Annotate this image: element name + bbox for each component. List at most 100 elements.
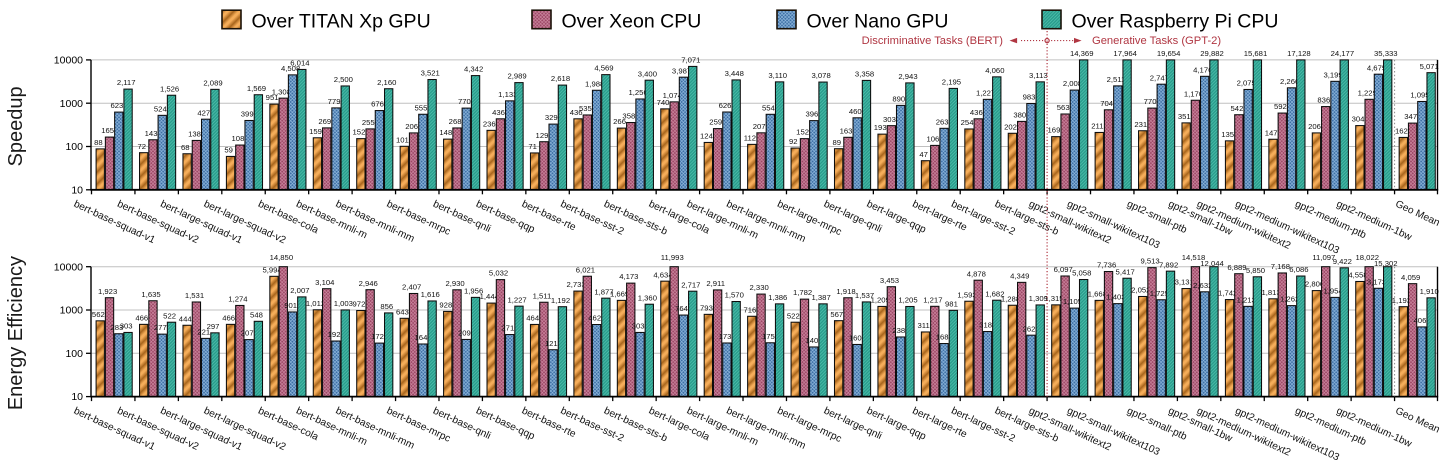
svg-text:15,681: 15,681 <box>1244 49 1268 58</box>
svg-text:2,946: 2,946 <box>359 279 378 288</box>
svg-text:1,095: 1,095 <box>1410 91 1429 100</box>
svg-text:464: 464 <box>526 314 540 323</box>
svg-text:444: 444 <box>179 314 193 323</box>
svg-text:436: 436 <box>570 108 583 117</box>
svg-text:1,227: 1,227 <box>507 295 526 304</box>
svg-text:173: 173 <box>719 332 732 341</box>
svg-text:165: 165 <box>101 126 114 135</box>
svg-text:522: 522 <box>787 311 800 320</box>
svg-text:259: 259 <box>709 118 722 127</box>
svg-text:1,262: 1,262 <box>1280 295 1299 304</box>
svg-text:563: 563 <box>1057 103 1070 112</box>
svg-text:206: 206 <box>1308 122 1321 131</box>
svg-text:255: 255 <box>362 118 375 127</box>
svg-text:140: 140 <box>805 336 818 345</box>
svg-text:1,444: 1,444 <box>480 292 500 301</box>
svg-text:Generative Tasks (GPT-2): Generative Tasks (GPT-2) <box>1092 35 1221 47</box>
svg-text:88: 88 <box>94 138 103 147</box>
svg-text:329: 329 <box>545 113 558 122</box>
svg-text:6,014: 6,014 <box>290 59 310 68</box>
svg-text:101: 101 <box>396 135 409 144</box>
svg-text:548: 548 <box>250 310 263 319</box>
svg-text:524: 524 <box>154 104 168 113</box>
svg-text:193: 193 <box>874 123 887 132</box>
svg-text:5,850: 5,850 <box>1246 266 1265 275</box>
svg-text:209: 209 <box>458 329 471 338</box>
svg-text:92: 92 <box>789 137 798 146</box>
svg-text:1,288: 1,288 <box>1001 294 1020 303</box>
svg-text:2,733: 2,733 <box>567 280 586 289</box>
svg-text:283: 283 <box>110 323 123 332</box>
svg-text:1,133: 1,133 <box>498 90 517 99</box>
svg-text:2,747: 2,747 <box>1150 73 1169 82</box>
svg-text:3,199: 3,199 <box>1323 70 1342 79</box>
svg-text:1,526: 1,526 <box>160 84 179 93</box>
svg-text:152: 152 <box>796 128 809 137</box>
svg-text:1,229: 1,229 <box>1358 88 1377 97</box>
svg-text:1,593: 1,593 <box>957 290 976 299</box>
svg-text:100: 100 <box>65 141 83 153</box>
svg-text:1,193: 1,193 <box>1392 296 1411 305</box>
svg-text:5,032: 5,032 <box>489 269 508 278</box>
svg-text:2,330: 2,330 <box>750 283 769 292</box>
svg-text:10000: 10000 <box>54 261 83 273</box>
svg-text:2,943: 2,943 <box>898 72 917 81</box>
svg-text:2,930: 2,930 <box>445 279 464 288</box>
svg-text:567: 567 <box>830 310 843 319</box>
svg-text:192: 192 <box>328 330 341 339</box>
svg-text:1,217: 1,217 <box>923 295 942 304</box>
svg-text:1,725: 1,725 <box>1150 289 1169 298</box>
svg-text:1,954: 1,954 <box>1323 287 1343 296</box>
svg-text:1,910: 1,910 <box>1420 287 1439 296</box>
svg-text:2,500: 2,500 <box>334 75 353 84</box>
svg-text:263: 263 <box>936 117 949 126</box>
svg-text:271: 271 <box>501 324 514 333</box>
svg-text:554: 554 <box>762 103 776 112</box>
svg-text:2,007: 2,007 <box>290 286 309 295</box>
svg-text:1,956: 1,956 <box>464 286 483 295</box>
svg-text:318: 318 <box>979 321 992 330</box>
svg-text:1,213: 1,213 <box>1237 295 1256 304</box>
svg-text:71: 71 <box>528 142 537 151</box>
svg-text:Over Raspberry Pi CPU: Over Raspberry Pi CPU <box>1072 10 1279 32</box>
svg-text:238: 238 <box>892 326 905 335</box>
svg-text:3,078: 3,078 <box>812 71 831 80</box>
svg-text:436: 436 <box>492 108 505 117</box>
svg-text:7,168: 7,168 <box>1271 262 1290 271</box>
svg-text:2,911: 2,911 <box>706 279 725 288</box>
svg-text:303: 303 <box>120 322 133 331</box>
svg-text:623: 623 <box>110 101 123 110</box>
svg-text:59: 59 <box>224 146 233 155</box>
svg-text:3,358: 3,358 <box>855 70 874 79</box>
svg-text:148: 148 <box>439 128 452 137</box>
svg-text:168: 168 <box>936 333 949 342</box>
svg-text:3,110: 3,110 <box>768 71 787 80</box>
svg-text:19,654: 19,654 <box>1157 49 1181 58</box>
svg-text:4,059: 4,059 <box>1401 273 1420 282</box>
svg-text:779: 779 <box>328 97 341 106</box>
svg-text:4,176: 4,176 <box>1193 65 1212 74</box>
svg-text:163: 163 <box>840 126 853 135</box>
svg-text:770: 770 <box>458 97 471 106</box>
svg-text:4,508: 4,508 <box>281 64 300 73</box>
svg-text:466: 466 <box>222 313 235 322</box>
svg-text:981: 981 <box>945 299 958 308</box>
svg-text:Discriminative Tasks (BERT): Discriminative Tasks (BERT) <box>862 35 1004 47</box>
svg-text:10000: 10000 <box>54 55 83 67</box>
svg-text:1,192: 1,192 <box>551 296 570 305</box>
svg-text:206: 206 <box>405 122 418 131</box>
svg-text:29,882: 29,882 <box>1200 49 1224 58</box>
svg-text:704: 704 <box>1100 99 1114 108</box>
svg-text:14,369: 14,369 <box>1070 49 1094 58</box>
svg-text:1,309: 1,309 <box>1029 294 1048 303</box>
svg-text:17,964: 17,964 <box>1113 49 1137 58</box>
svg-text:716: 716 <box>743 305 756 314</box>
svg-text:1,105: 1,105 <box>1063 297 1082 306</box>
svg-text:3,131: 3,131 <box>1175 278 1194 287</box>
svg-text:764: 764 <box>675 304 689 313</box>
svg-text:890: 890 <box>892 94 905 103</box>
svg-text:Over Xeon CPU: Over Xeon CPU <box>562 10 702 32</box>
svg-text:6,097: 6,097 <box>1054 265 1073 274</box>
svg-text:466: 466 <box>135 313 148 322</box>
svg-text:5,994: 5,994 <box>262 265 282 274</box>
